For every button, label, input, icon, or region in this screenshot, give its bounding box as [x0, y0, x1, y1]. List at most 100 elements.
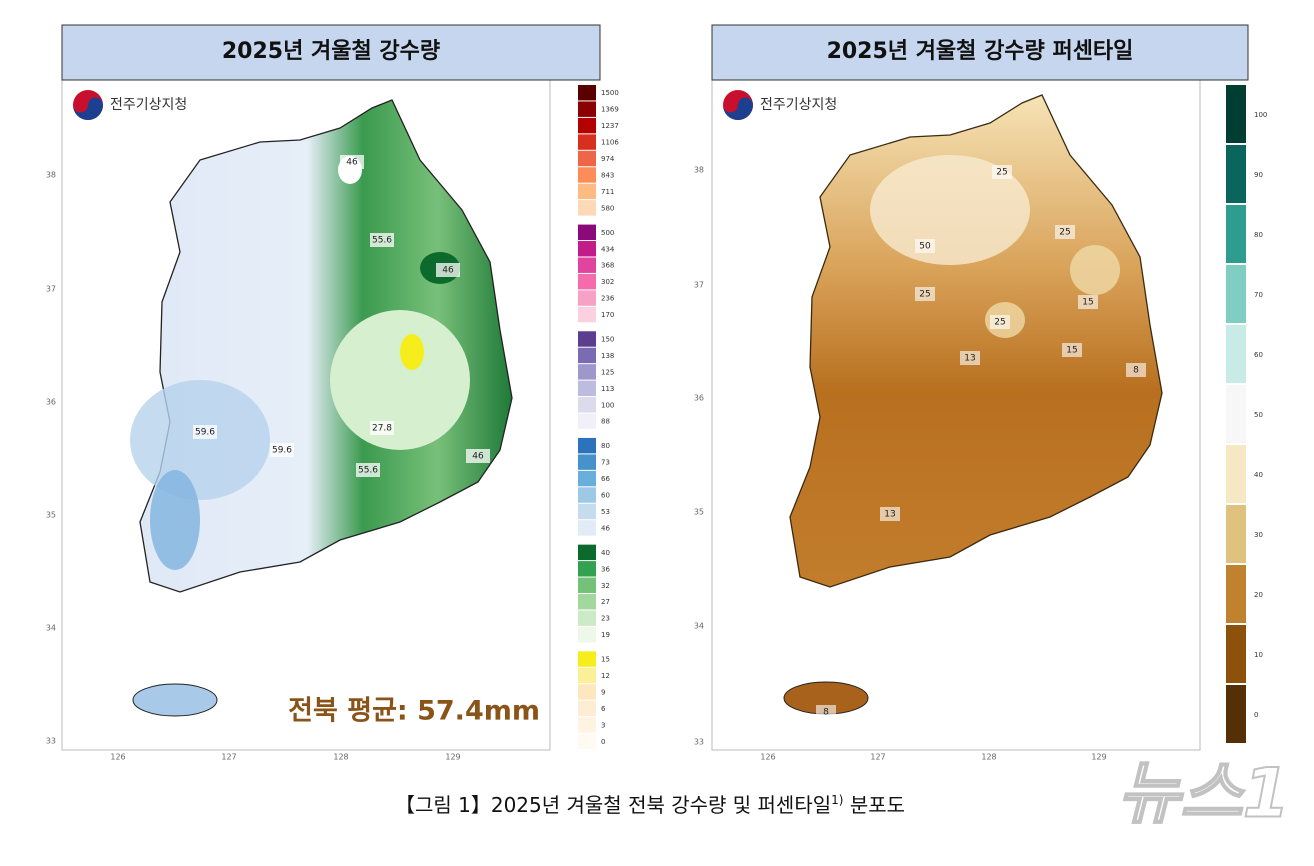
- contour-label: 55.6: [358, 466, 378, 476]
- title-box: [61, 24, 601, 81]
- legend-label: 80: [1254, 231, 1263, 239]
- legend-swatch: [578, 561, 596, 577]
- legend-swatch: [578, 520, 596, 536]
- lat-label: 35: [694, 508, 704, 517]
- lat-label: 35: [46, 511, 56, 520]
- title-box: [711, 24, 1249, 81]
- lon-label: 128: [981, 753, 996, 762]
- legend-swatch: [578, 167, 596, 183]
- map-region: [150, 470, 200, 570]
- legend-swatch: [1226, 205, 1246, 263]
- legend-label: 0: [1254, 711, 1258, 719]
- contour-label: 8: [1133, 366, 1139, 376]
- legend-swatch: [578, 134, 596, 150]
- lat-label: 33: [694, 738, 704, 747]
- lon-label: 126: [760, 753, 775, 762]
- map-region: [1070, 245, 1120, 295]
- legend-swatch: [1226, 145, 1246, 203]
- legend-label: 20: [1254, 591, 1263, 599]
- legend-label: 1369: [601, 106, 619, 114]
- legend-label: 434: [601, 245, 615, 253]
- contour-label-bg: [370, 233, 394, 247]
- legend-swatch: [578, 651, 596, 667]
- lat-label: 33: [46, 737, 56, 746]
- lat-label: 38: [694, 166, 704, 175]
- legend-swatch: [578, 700, 596, 717]
- legend-swatch: [578, 331, 596, 347]
- contour-label: 25: [1059, 228, 1070, 238]
- map-region: [330, 310, 470, 450]
- legend-label: 843: [601, 171, 614, 179]
- legend-label: 6: [601, 705, 606, 713]
- legend-swatch: [578, 544, 596, 561]
- legend-label: 36: [601, 565, 610, 573]
- legend-label: 50: [1254, 411, 1263, 419]
- contour-label: 8: [823, 708, 829, 718]
- contour-label: 25: [919, 290, 930, 300]
- legend-swatch: [1226, 385, 1246, 443]
- legend-swatch: [578, 626, 596, 643]
- legend-swatch: [578, 306, 596, 323]
- contour-label-bg: [466, 449, 490, 463]
- legend-label: 88: [601, 418, 610, 426]
- legend-label: 0: [601, 738, 605, 746]
- contour-label-bg: [960, 351, 980, 365]
- lat-label: 37: [46, 285, 56, 294]
- contour-label: 25: [994, 318, 1005, 328]
- lat-label: 36: [694, 394, 704, 403]
- contour-label-bg: [1062, 343, 1082, 357]
- logo-mark: [723, 97, 753, 120]
- legend-swatch: [578, 183, 596, 200]
- legend-swatch: [578, 200, 596, 216]
- legend-swatch: [578, 290, 596, 306]
- contour-label-bg: [816, 705, 836, 719]
- legend-swatch: [578, 437, 596, 454]
- legend-swatch: [578, 667, 596, 684]
- legend-label: 80: [601, 442, 610, 450]
- legend-swatch: [578, 347, 596, 364]
- legend-label: 19: [601, 631, 610, 639]
- contour-label: 15: [1082, 298, 1093, 308]
- logo-text: 전주기상지청: [110, 97, 187, 113]
- legend-label: 60: [1254, 351, 1263, 359]
- contour-label-bg: [915, 239, 935, 253]
- legend-label: 1500: [601, 89, 619, 97]
- legend-label: 27: [601, 598, 610, 606]
- contour-label: 27.8: [372, 424, 392, 434]
- lon-label: 127: [221, 753, 236, 762]
- legend-swatch: [578, 454, 596, 470]
- legend-label: 1106: [601, 139, 619, 147]
- contour-label-bg: [356, 463, 380, 477]
- footnote: 1): [831, 793, 843, 807]
- legend-label: 1237: [601, 122, 619, 130]
- legend-label: 40: [601, 549, 610, 557]
- legend-label: 60: [601, 492, 610, 500]
- legend-label: 23: [601, 615, 610, 623]
- map-region: [870, 155, 1030, 265]
- legend-swatch: [578, 593, 596, 610]
- legend-swatch: [578, 733, 596, 749]
- legend-swatch: [578, 364, 596, 380]
- contour-label-bg: [1078, 295, 1098, 309]
- legend-swatch: [1226, 565, 1246, 623]
- legend-swatch: [578, 85, 596, 101]
- legend-label: 100: [1254, 111, 1267, 119]
- legend-swatch: [578, 380, 596, 397]
- legend-swatch: [578, 413, 596, 429]
- contour-label: 46: [346, 158, 358, 168]
- legend-swatch: [578, 101, 596, 117]
- legend-label: 113: [601, 385, 614, 393]
- contour-label-bg: [880, 507, 900, 521]
- lat-label: 34: [46, 624, 56, 633]
- legend-swatch: [1226, 505, 1246, 563]
- legend-label: 30: [1254, 531, 1263, 539]
- lat-label: 38: [46, 171, 56, 180]
- contour-label-bg: [915, 287, 935, 301]
- lon-label: 129: [1091, 753, 1106, 762]
- legend-swatch: [578, 577, 596, 593]
- legend-label: 53: [601, 508, 610, 516]
- caption: 【그림 1】2025년 겨울철 전북 강수량 및 퍼센타일1) 분포도: [395, 793, 905, 817]
- legend-label: 125: [601, 368, 614, 376]
- legend-label: 15: [601, 656, 610, 664]
